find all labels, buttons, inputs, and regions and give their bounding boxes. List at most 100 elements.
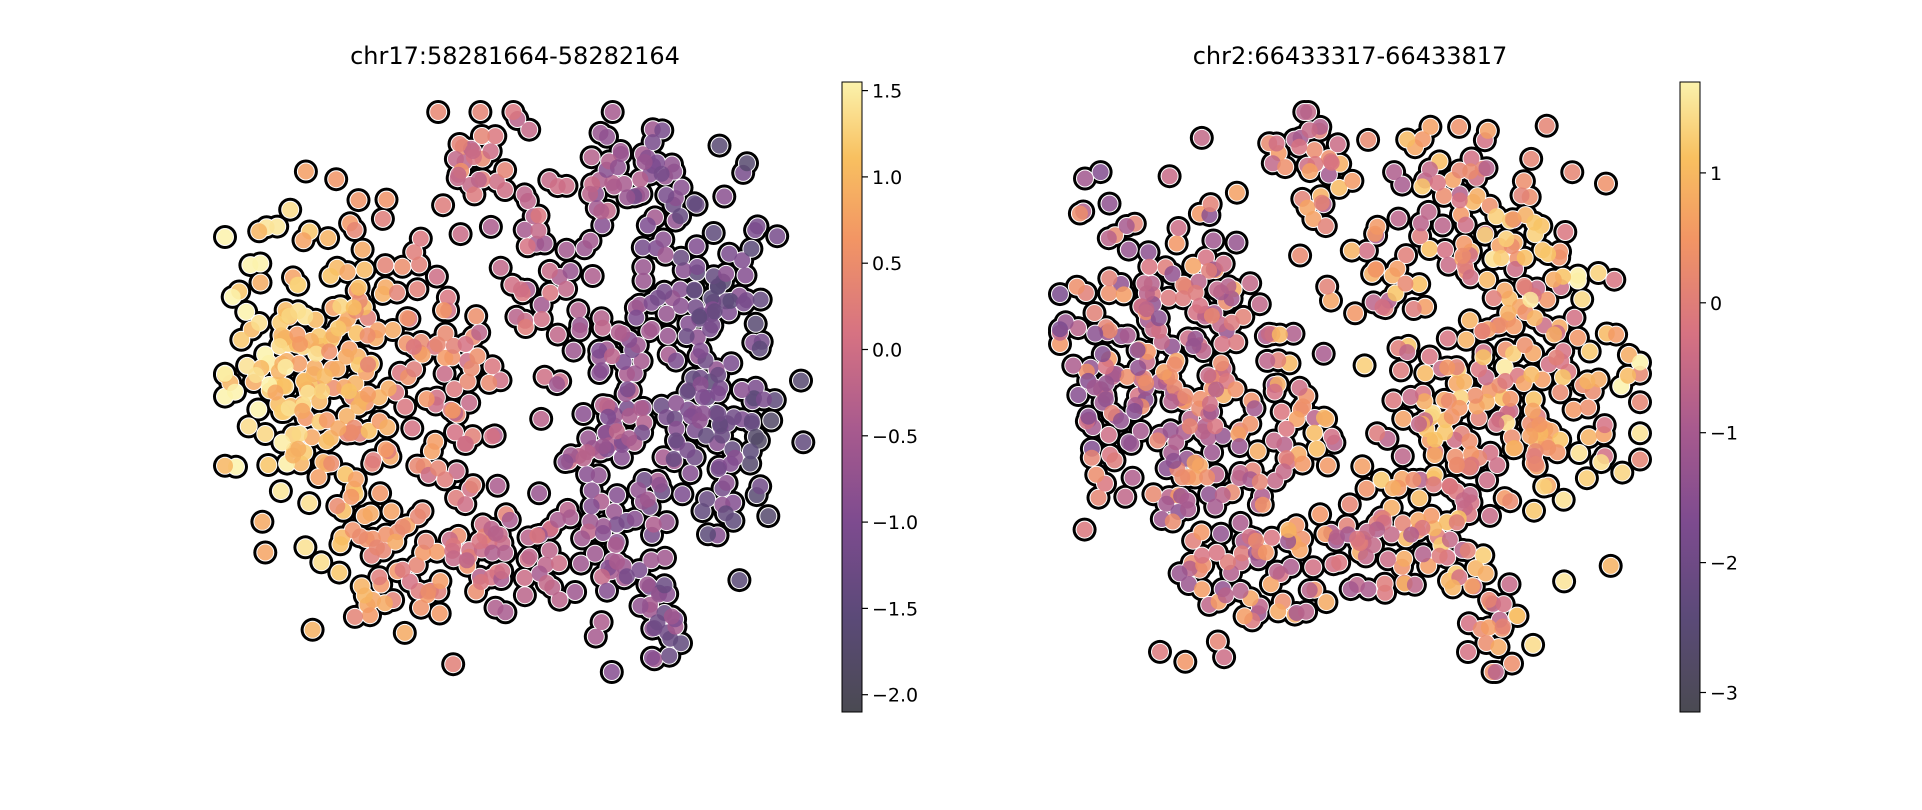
scatter-point bbox=[1464, 578, 1481, 595]
scatter-point bbox=[678, 328, 695, 345]
scatter-point bbox=[1403, 526, 1420, 543]
scatter-point bbox=[1151, 322, 1168, 339]
scatter-point bbox=[1129, 342, 1146, 359]
scatter-point bbox=[471, 324, 488, 341]
scatter-point bbox=[608, 423, 625, 440]
scatter-point bbox=[1490, 639, 1507, 656]
scatter-point bbox=[409, 457, 426, 474]
scatter-point bbox=[1548, 349, 1565, 366]
scatter-point bbox=[1488, 208, 1505, 225]
scatter-point bbox=[1374, 299, 1391, 316]
scatter-point bbox=[458, 552, 475, 569]
scatter-point bbox=[1065, 357, 1082, 374]
scatter-point bbox=[251, 315, 268, 331]
scatter-point bbox=[1523, 150, 1540, 167]
scatter-point bbox=[656, 577, 673, 594]
scatter-point bbox=[497, 604, 514, 621]
scatter-point bbox=[1421, 161, 1438, 178]
scatter-point bbox=[350, 192, 367, 209]
scatter-point bbox=[1257, 544, 1274, 561]
scatter-point bbox=[321, 343, 338, 360]
scatter-point bbox=[356, 261, 373, 278]
scatter-point bbox=[710, 461, 727, 477]
scatter-point bbox=[710, 405, 727, 422]
scatter-point bbox=[429, 543, 445, 560]
scatter-point bbox=[1477, 565, 1494, 582]
scatter-point bbox=[1305, 559, 1322, 576]
scatter-point bbox=[594, 568, 611, 585]
scatter-point bbox=[699, 491, 716, 508]
scatter-point bbox=[418, 391, 435, 408]
scatter-point bbox=[445, 656, 462, 673]
scatter-point bbox=[1478, 635, 1495, 651]
scatter-point bbox=[1369, 425, 1386, 442]
scatter-point bbox=[735, 295, 752, 312]
scatter-point bbox=[1201, 486, 1218, 503]
scatter-point bbox=[1083, 449, 1100, 466]
scatter-point bbox=[1385, 392, 1402, 409]
scatter-point bbox=[1299, 199, 1316, 216]
scatter-point bbox=[405, 338, 422, 355]
scatter-point bbox=[1228, 184, 1245, 201]
scatter-point bbox=[277, 358, 294, 375]
scatter-point bbox=[1254, 496, 1271, 513]
scatter-point bbox=[1343, 242, 1360, 259]
scatter-point bbox=[492, 259, 509, 276]
scatter-point bbox=[1555, 491, 1572, 508]
scatter-point bbox=[1526, 502, 1542, 519]
scatter-point bbox=[549, 178, 566, 195]
scatter-point bbox=[1566, 309, 1583, 326]
scatter-point bbox=[658, 187, 675, 204]
scatter-point bbox=[1090, 489, 1107, 506]
scatter-point bbox=[691, 412, 708, 429]
scatter-point bbox=[470, 171, 487, 188]
scatter-point bbox=[521, 121, 538, 138]
scatter-point bbox=[1590, 265, 1607, 281]
scatter-point bbox=[1406, 576, 1423, 593]
scatter-point bbox=[1416, 393, 1433, 410]
scatter-point bbox=[654, 122, 671, 139]
scatter-point bbox=[692, 342, 709, 359]
scatter-point bbox=[1312, 506, 1329, 523]
scatter-point bbox=[347, 471, 364, 488]
scatter-point bbox=[345, 299, 362, 316]
scatter-point bbox=[362, 607, 378, 624]
scatter-point bbox=[1439, 330, 1456, 347]
scatter-point bbox=[322, 267, 339, 284]
scatter-point bbox=[384, 322, 401, 338]
scatter-point bbox=[1356, 357, 1373, 374]
scatter-point bbox=[445, 550, 462, 567]
scatter-point bbox=[1513, 187, 1530, 204]
scatter-point bbox=[408, 557, 425, 574]
scatter-point bbox=[1423, 507, 1440, 524]
scatter-point bbox=[725, 409, 742, 426]
scatter-point bbox=[1264, 155, 1281, 172]
scatter-point bbox=[1181, 418, 1198, 435]
scatter-point bbox=[551, 555, 567, 572]
scatter-point bbox=[1124, 469, 1141, 486]
scatter-point bbox=[672, 208, 689, 225]
scatter-point bbox=[332, 536, 349, 553]
scatter-point bbox=[295, 232, 312, 249]
scatter-point bbox=[609, 487, 626, 504]
scatter-point bbox=[1526, 214, 1543, 231]
scatter-point bbox=[465, 143, 481, 159]
scatter-point bbox=[1296, 104, 1313, 120]
scatter-point bbox=[472, 574, 489, 590]
scatter-point bbox=[1426, 431, 1443, 448]
scatter-point bbox=[1632, 394, 1648, 411]
scatter-point bbox=[1632, 354, 1648, 371]
scatter-point bbox=[1632, 365, 1648, 382]
scatter-point bbox=[1323, 428, 1340, 445]
scatter-point bbox=[583, 498, 600, 515]
scatter-point bbox=[1570, 267, 1586, 284]
scatter-point bbox=[1342, 581, 1359, 598]
scatter-point bbox=[649, 614, 666, 631]
scatter-point bbox=[517, 319, 534, 335]
scatter-point bbox=[1329, 136, 1346, 153]
scatter-point bbox=[570, 302, 587, 319]
scatter-point bbox=[1308, 440, 1325, 457]
scatter-point bbox=[1207, 418, 1224, 435]
scatter-point bbox=[562, 263, 579, 280]
scatter-point bbox=[1426, 520, 1442, 537]
